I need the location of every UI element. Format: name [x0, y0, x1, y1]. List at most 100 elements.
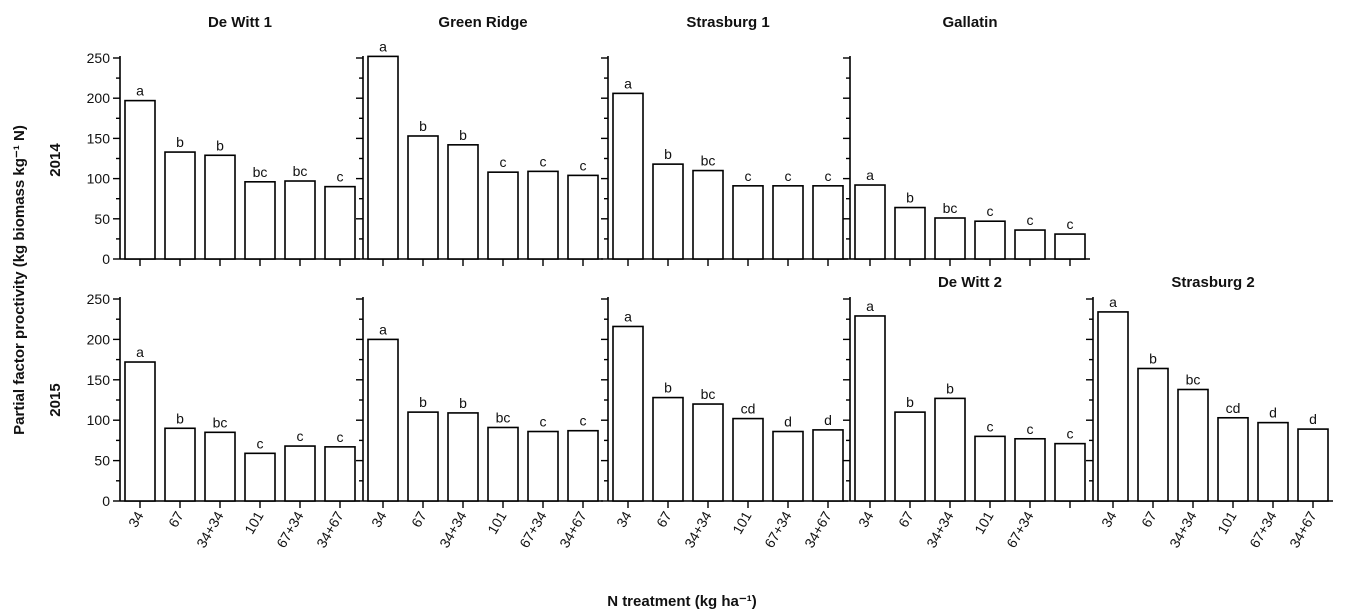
x-tick-label: 34+34 [193, 508, 227, 550]
bar [567, 174, 599, 260]
significance-label: c [785, 168, 792, 184]
x-tick-label: 34+67 [801, 508, 835, 550]
bar [974, 435, 1006, 502]
x-tick-label: 67+34 [1246, 508, 1280, 550]
significance-label: c [987, 418, 994, 434]
significance-label: c [1067, 426, 1074, 442]
significance-label: a [866, 167, 874, 183]
bar [244, 181, 276, 260]
bar [1257, 421, 1289, 502]
bar [1217, 416, 1249, 502]
panel-2: Green Ridge a b b c c c [356, 14, 603, 266]
significance-label: c [257, 435, 264, 451]
significance-label: a [379, 321, 387, 337]
significance-label: bc [1186, 371, 1201, 387]
significance-label: b [946, 380, 954, 396]
significance-label: b [664, 146, 672, 162]
significance-label: c [500, 154, 507, 170]
significance-label: c [297, 428, 304, 444]
bar [894, 411, 926, 502]
bar [447, 144, 479, 260]
significance-label: b [459, 395, 467, 411]
significance-label: b [176, 134, 184, 150]
x-tick-label: 34 [125, 508, 147, 530]
significance-label: cd [741, 401, 756, 417]
y-tick-label: 150 [87, 130, 111, 146]
bar [1054, 233, 1086, 260]
significance-label: c [540, 153, 547, 169]
row-label-2015: 2015 [47, 383, 64, 416]
x-tick-label: 34 [613, 508, 635, 530]
x-tick-label: 34 [855, 508, 877, 530]
significance-label: b [906, 190, 914, 206]
panel-title: Green Ridge [438, 14, 527, 31]
bar [164, 151, 196, 260]
bar [284, 445, 316, 502]
significance-label: a [624, 308, 632, 324]
bar [732, 185, 764, 260]
y-tick-label: 250 [87, 50, 111, 66]
bar [1054, 442, 1086, 502]
significance-label: d [824, 412, 832, 428]
bar [324, 185, 356, 260]
bar [407, 135, 439, 260]
significance-label: a [1109, 294, 1117, 310]
bar [894, 206, 926, 260]
significance-label: c [1027, 421, 1034, 437]
panel-7: a 34 b 67 bc 34+34 cd 101 d 67+34 d 34+67 [601, 297, 848, 551]
bar [124, 99, 156, 260]
bar [487, 171, 519, 260]
bar [367, 338, 399, 502]
bar [612, 92, 644, 260]
bar [652, 163, 684, 260]
x-tick-label: 34+34 [681, 508, 715, 550]
significance-label: b [664, 380, 672, 396]
bar [772, 185, 804, 260]
bar [692, 403, 724, 502]
panel-9: Strasburg 2 a 34 b 67 bc 34+34 cd 101 d 67+34 d 34+6… [1086, 274, 1333, 551]
x-tick-label: 67+34 [1003, 508, 1037, 550]
x-tick-label: 67 [165, 508, 187, 530]
significance-label: d [1269, 405, 1277, 421]
x-tick-label: 67+34 [516, 508, 550, 550]
panel-8: De Witt 2 a 34 b 67 b 34+34 c 101 c 67+34 c [843, 274, 1090, 551]
bar [164, 427, 196, 502]
bar [324, 446, 356, 502]
x-tick-label: 101 [1214, 508, 1240, 536]
x-tick-label: 34+34 [923, 508, 957, 550]
bar [487, 426, 519, 502]
panel-title: Gallatin [942, 14, 997, 31]
bar [367, 55, 399, 260]
significance-label: b [459, 127, 467, 143]
x-tick-label: 67 [1138, 508, 1160, 530]
bar [732, 417, 764, 502]
x-tick-label: 67 [895, 508, 917, 530]
y-tick-label: 50 [94, 211, 110, 227]
x-tick-label: 34 [1098, 508, 1120, 530]
bar [974, 220, 1006, 260]
bar [124, 361, 156, 502]
panel-1: De Witt 1 0 50 100 150 200 250 a b b bc bc c [87, 14, 360, 267]
y-tick-label: 100 [87, 171, 111, 187]
significance-label: bc [496, 409, 511, 425]
significance-label: c [337, 429, 344, 445]
panel-3: Strasburg 1 a b bc c c c [601, 14, 848, 266]
x-tick-label: 34+34 [1166, 508, 1200, 550]
significance-label: a [379, 38, 387, 54]
bar [204, 154, 236, 260]
panel-title: Strasburg 2 [1171, 274, 1254, 291]
bar [1097, 311, 1129, 502]
bar [1137, 367, 1169, 502]
bar [692, 169, 724, 260]
panel-title: De Witt 1 [208, 14, 272, 31]
significance-label: c [745, 168, 752, 184]
bar [284, 180, 316, 260]
bar [652, 396, 684, 502]
significance-label: a [624, 75, 632, 91]
x-tick-label: 34+67 [313, 508, 347, 550]
y-tick-label: 200 [87, 331, 111, 347]
bar [244, 452, 276, 502]
x-tick-label: 101 [729, 508, 755, 536]
